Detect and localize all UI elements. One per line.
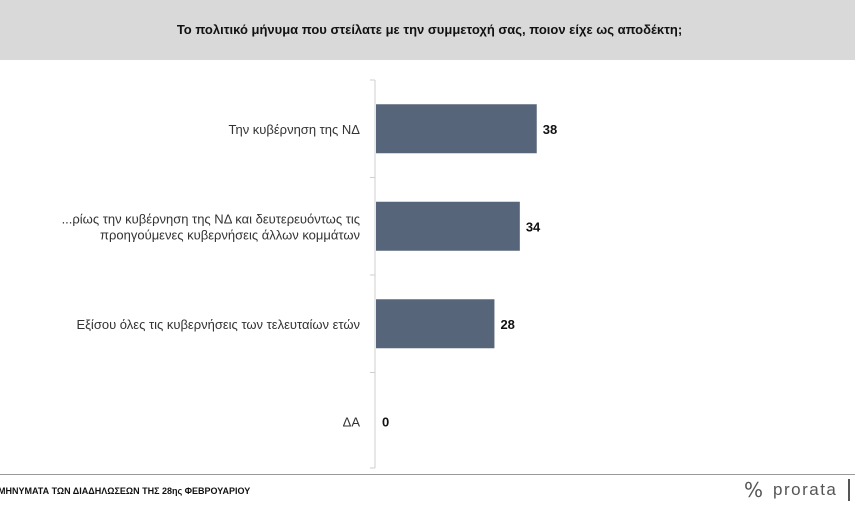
- bar: [376, 201, 520, 251]
- data-label: 38: [543, 122, 557, 137]
- category-label: ΔΑ: [343, 414, 361, 429]
- category-label: προηγούμενες κυβερνήσεις άλλων κομμάτων: [100, 227, 360, 242]
- data-label: 28: [500, 317, 514, 332]
- category-label: Εξίσου όλες τις κυβερνήσεις των τελευταί…: [76, 317, 360, 332]
- data-label: 34: [526, 219, 541, 234]
- category-label: Την κυβέρνηση της ΝΔ: [228, 122, 360, 137]
- footer-divider: [0, 474, 855, 475]
- category-label: ...ρίως την κυβέρνηση της ΝΔ και δευτερε…: [62, 211, 360, 226]
- title-banner: Το πολιτικό μήνυμα που στείλατε με την σ…: [0, 0, 855, 60]
- footer-source: ΜΗΝΥΜΑΤΑ ΤΩΝ ΔΙΑΔΗΛΩΣΕΩΝ ΤΗΣ 28ης ΦΕΒΡΟΥ…: [0, 486, 251, 496]
- percent-icon: %: [744, 478, 764, 502]
- chart-title: Το πολιτικό μήνυμα που στείλατε με την σ…: [176, 21, 683, 37]
- brand-bar: [848, 479, 851, 501]
- bar: [376, 104, 537, 154]
- data-label: 0: [382, 414, 389, 429]
- brand-name: prorata: [773, 480, 838, 499]
- brand-logo: % prorata: [744, 478, 851, 502]
- bar: [376, 299, 495, 349]
